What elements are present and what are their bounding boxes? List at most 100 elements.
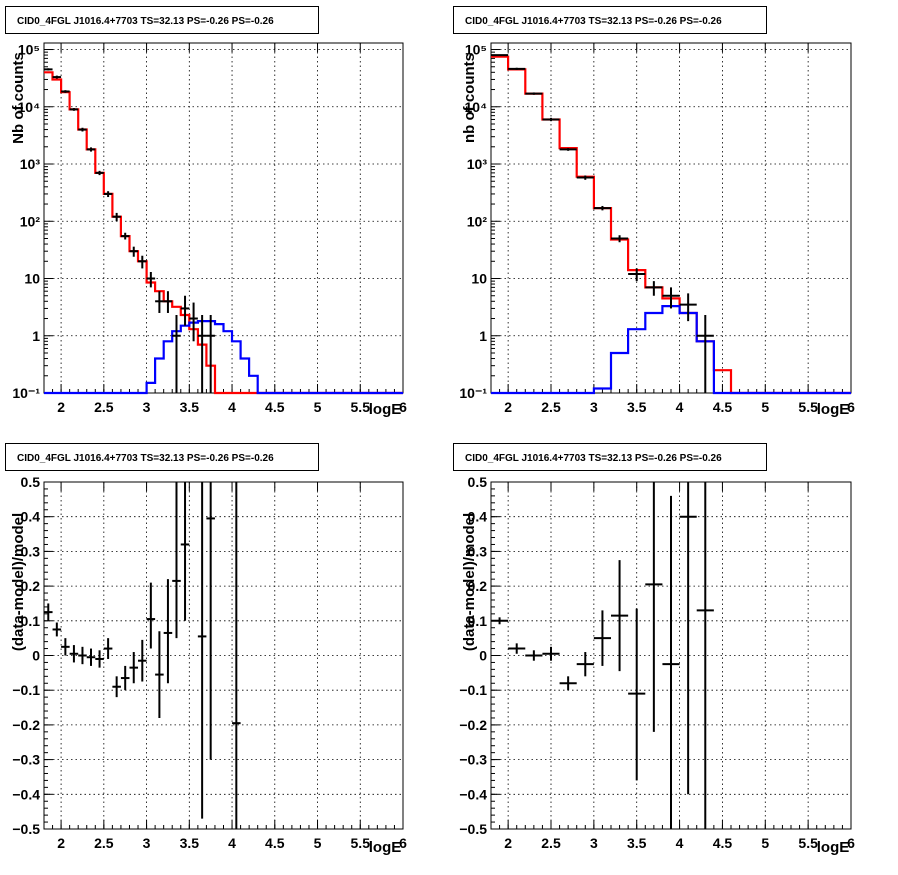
data-point [52,75,62,79]
y-tick-label: 10³ [20,156,41,172]
y-tick-label: 0.1 [21,613,41,629]
y-tick-label: 10⁻¹ [459,385,487,401]
data-point [44,68,53,71]
data-point [628,608,646,781]
data-point [559,148,577,151]
y-tick-label: −0.5 [12,821,40,837]
y-tick-label: 0.2 [468,578,488,594]
data-point [86,147,96,152]
y-tick-label: 10⁵ [465,42,487,58]
title-box [453,6,767,34]
title-box [5,6,319,34]
data-point [628,268,646,282]
data-point [696,482,714,829]
data-point [86,648,96,666]
y-tick-label: 10² [20,213,41,229]
data-point [69,645,79,663]
data-point [138,639,147,682]
x-tick-label: 2.5 [94,399,114,415]
data-point [696,315,714,393]
data-point [172,315,181,393]
data-point [559,676,577,691]
data-point [576,175,594,180]
x-tick-label: 3 [590,399,598,415]
data-point [593,610,611,666]
histogram-series-2 [491,305,851,395]
y-tick-label: 1 [479,328,487,344]
x-tick-label: 4.5 [265,835,285,851]
plot-frame [490,42,852,394]
x-tick-label: 2 [57,835,65,851]
y-tick-label: 10⁵ [18,42,40,58]
chart-panel-2: 2 2.5 3 3.5 4 4.5 5 5.5 6 10⁻¹ 1 10 10² 10³ 10⁴ 10⁵ CID0… [453,6,855,418]
histogram-series-2 [44,320,403,395]
title-box [453,443,767,471]
chart-panel-3: 2 2.5 3 3.5 4 4.5 5 5.5 6 −0.5 −0.4 −0.3 −0.2 −0.1 0 0.… [5,443,407,856]
y-tick-label: 0.4 [468,509,488,525]
data-point [120,232,130,240]
data-point [491,617,509,625]
data-point [78,127,87,132]
y-tick-label: 0 [32,648,40,664]
title-box [5,443,319,471]
x-tick-label: 5.5 [798,835,818,851]
data-point [146,271,156,288]
y-axis-label: Nb of counts [10,52,27,144]
data-point [491,54,509,57]
x-tick-label: 5.5 [798,399,818,415]
chart-title: CID0_4FGL J1016.4+7703 TS=32.13 PS=-0.26… [17,16,274,27]
data-point [95,650,104,668]
y-tick-label: 10⁴ [465,99,488,115]
x-tick-label: 6 [399,835,407,851]
y-tick-label: −0.4 [12,786,40,802]
histogram-series-1 [44,71,403,395]
data-point [645,482,663,732]
data-point [52,622,62,637]
x-tick-label: 2 [504,399,512,415]
x-tick-label: 3 [590,835,598,851]
y-tick-label: 10 [471,271,487,287]
data-point [129,652,139,684]
data-point [542,117,560,122]
data-point [103,191,113,198]
data-point [679,482,697,795]
data-point [146,582,156,649]
y-axis-label: (data-model)/model [10,513,27,651]
chart-panel-1: 2 2.5 3 3.5 4 4.5 5 5.5 6 10⁻¹ 1 10 10² 10³ 10⁴ 10⁵ CID0… [5,6,407,418]
y-tick-label: 0.5 [21,474,41,490]
data-point [206,482,215,760]
x-tick-label: 4.5 [713,399,733,415]
data-point [180,295,190,326]
data-point [525,650,543,661]
x-tick-label: 4 [676,835,684,851]
y-tick-label: −0.2 [459,717,487,733]
chart-title: CID0_4FGL J1016.4+7703 TS=32.13 PS=-0.26… [465,16,722,27]
x-tick-label: 5 [314,399,322,415]
x-axis-label: logE [817,839,850,856]
data-point [593,205,611,211]
x-tick-label: 4 [228,835,236,851]
y-axis-label: nb of counts [461,53,478,143]
plot-frame [43,42,404,394]
data-point [679,293,697,322]
y-tick-label: 0.5 [468,474,488,490]
data-point [197,315,207,393]
x-tick-label: 5 [761,399,769,415]
y-tick-label: 10² [467,213,488,229]
data-point [44,603,53,621]
data-point [611,235,629,243]
x-tick-label: 4 [676,399,684,415]
y-tick-label: −0.1 [459,682,487,698]
data-point [542,646,560,661]
x-tick-label: 6 [847,835,855,851]
chart-title: CID0_4FGL J1016.4+7703 TS=32.13 PS=-0.26… [17,453,274,464]
data-point [112,212,121,222]
data-point [61,638,70,656]
y-tick-label: 10⁴ [18,99,41,115]
data-point [103,638,113,659]
y-tick-label: −0.3 [459,752,487,768]
y-tick-label: 0.1 [468,613,488,629]
y-tick-label: 0.3 [468,543,488,559]
data-point [61,90,70,93]
